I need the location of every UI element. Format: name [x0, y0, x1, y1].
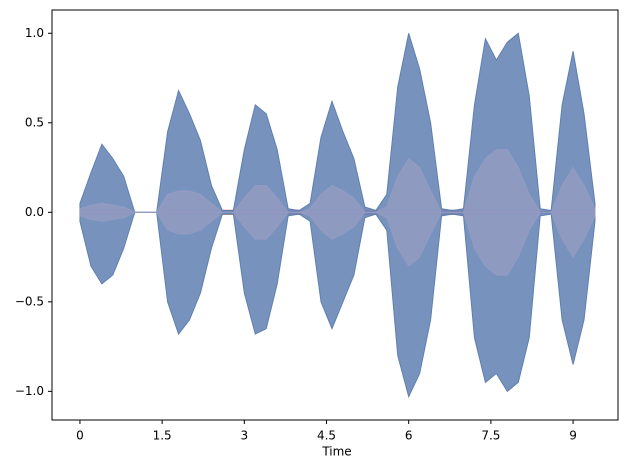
y-tick-label: 0.5 — [25, 115, 44, 129]
y-tick-label: 0.0 — [25, 205, 44, 219]
x-tick-label: 9 — [569, 429, 577, 443]
x-tick-label: 0 — [76, 429, 84, 443]
x-tick-label: 3 — [240, 429, 248, 443]
x-tick-label: 4.5 — [317, 429, 336, 443]
x-axis-label: Time — [321, 445, 351, 459]
waveform-lower — [79, 211, 596, 276]
plot-frame — [51, 9, 619, 421]
y-tick-label: 1.0 — [25, 26, 44, 40]
y-tick-label: −0.5 — [15, 294, 44, 308]
waveform-upper — [79, 32, 596, 213]
x-tick-label: 6 — [405, 429, 413, 443]
waveform-upper — [79, 149, 596, 213]
x-tick-label: 1.5 — [153, 429, 172, 443]
x-tick-label: 7.5 — [481, 429, 500, 443]
y-tick-label: −1.0 — [15, 384, 44, 398]
waveform-lower — [79, 211, 596, 399]
